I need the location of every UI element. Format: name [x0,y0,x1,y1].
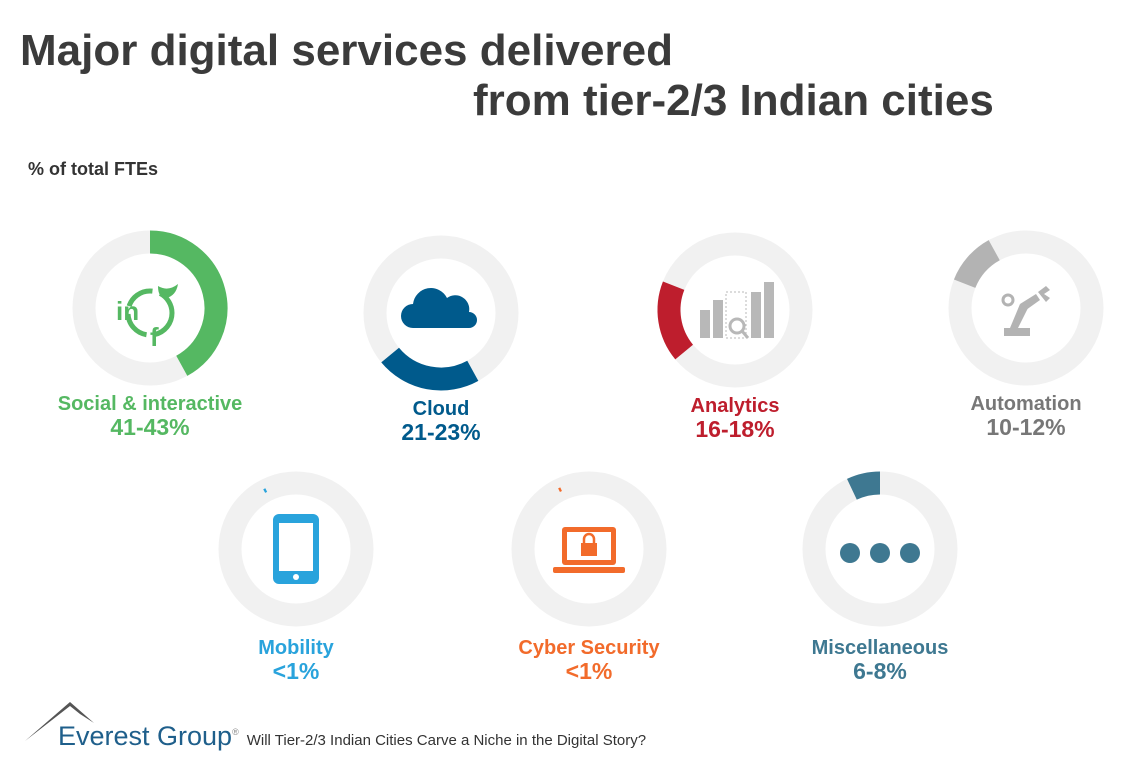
donut-track [657,232,813,388]
footer-tagline: Will Tier-2/3 Indian Cities Carve a Nich… [246,732,647,749]
svg-text:f: f [150,322,159,352]
footer: Everest Group® Will Tier-2/3 Indian Citi… [58,716,646,752]
donut-track [511,471,667,627]
segment-label: Cyber Security <1% [459,637,719,683]
segment-value: <1% [565,658,613,684]
robot-arm-icon [1001,286,1050,336]
segment-value: 6-8% [853,658,907,684]
ellipsis-icon [840,543,920,563]
title-line-1: Major digital services delivered [20,26,673,75]
cloud-icon [401,288,477,328]
segment-name: Cloud [412,398,470,420]
segment-name: Miscellaneous [811,637,949,659]
title-line-2: from tier-2/3 Indian cities [473,76,994,125]
segment-value: 10-12% [986,414,1066,440]
donut-track [218,471,374,627]
bar-chart-magnifier-icon [700,282,774,339]
donut-arc-social-interactive [149,230,228,376]
social-media-icon: inf [116,284,178,352]
segment-name: Cyber Security [518,637,660,659]
segment-label: Cloud 21-23% [311,398,571,444]
svg-text:in: in [116,296,139,326]
registered-mark: ® [232,727,239,737]
segment-value: <1% [272,658,320,684]
donut-arc-miscellaneous [847,471,881,500]
donut-arc-automation [953,240,1001,289]
donut-arc-cloud [381,347,479,391]
donut-arc-cyber-security [558,487,562,492]
laptop-lock-icon [553,527,625,573]
segment-name: Analytics [690,395,780,417]
segment-label: Mobility <1% [166,637,426,683]
segment-label: Analytics 16-18% [605,395,865,441]
segment-value: 16-18% [695,416,775,442]
everest-group-logo: Everest Group® [58,716,239,752]
donut-arc-analytics [657,281,694,360]
segment-name: Social & interactive [57,393,243,415]
donut-track [948,230,1104,386]
segment-label: Social & interactive 41-43% [20,393,280,439]
segment-name: Mobility [258,637,334,659]
segment-label: Automation 10-12% [896,393,1131,439]
segment-name: Automation [970,393,1082,415]
smartphone-icon [273,514,319,584]
logo-text: Everest Group [58,721,233,751]
segment-value: 41-43% [110,414,190,440]
segment-label: Miscellaneous 6-8% [750,637,1010,683]
donut-arc-mobility [263,488,268,493]
segment-value: 21-23% [401,419,481,445]
subtitle: % of total FTEs [28,159,158,179]
